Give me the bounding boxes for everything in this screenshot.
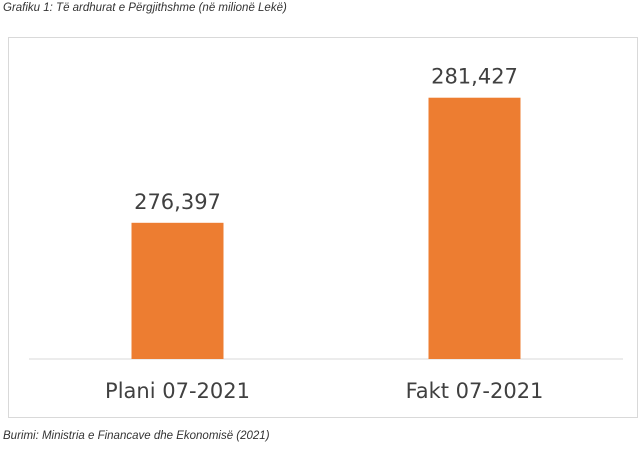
bar-2 (428, 97, 521, 359)
category-label-2: Fakt 07-2021 (406, 379, 544, 403)
chart-area: 276,397 Plani 07-2021 281,427 Fakt 07-2021 (8, 37, 638, 418)
chart-caption: Grafiku 1: Të ardhurat e Përgjithshme (n… (3, 2, 287, 14)
bar-1 (131, 222, 224, 359)
bar-chart: 276,397 Plani 07-2021 281,427 Fakt 07-2021 (29, 65, 623, 403)
source-note: Burimi: Ministria e Financave dhe Ekonom… (3, 430, 270, 442)
data-label-1: 276,397 (134, 190, 221, 214)
data-label-2: 281,427 (431, 65, 518, 89)
category-label-1: Plani 07-2021 (105, 379, 250, 403)
